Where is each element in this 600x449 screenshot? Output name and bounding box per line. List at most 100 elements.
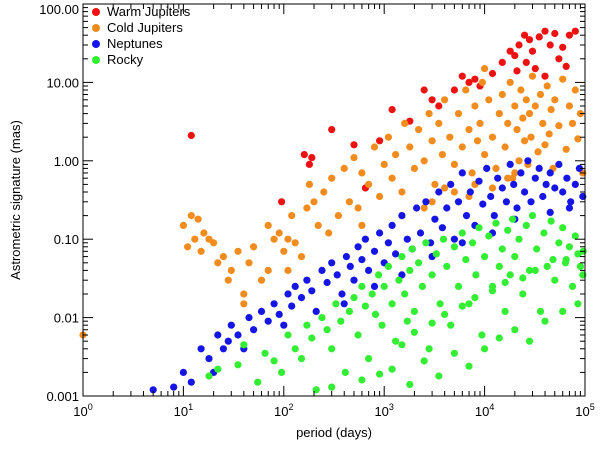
data-point (365, 180, 373, 188)
data-point (194, 215, 202, 223)
data-point (245, 259, 253, 267)
data-point (555, 160, 563, 168)
data-point (559, 43, 567, 51)
data-point (481, 253, 489, 261)
data-point (227, 321, 235, 329)
data-point (521, 188, 529, 196)
data-point (376, 229, 384, 237)
data-point (395, 276, 403, 284)
data-point (510, 180, 518, 188)
data-point (284, 235, 292, 243)
data-point (543, 82, 551, 90)
data-point (441, 96, 449, 104)
data-point (541, 141, 549, 149)
data-point (515, 157, 523, 165)
data-point (275, 310, 283, 318)
data-point (438, 224, 446, 232)
data-point (571, 232, 579, 240)
data-point (425, 110, 433, 118)
data-point (543, 262, 551, 270)
data-point (428, 319, 436, 327)
data-point (565, 204, 574, 212)
data-point (528, 212, 537, 220)
data-point (563, 174, 571, 182)
data-point (297, 294, 306, 302)
data-point (525, 266, 534, 274)
data-point (370, 247, 379, 255)
legend-marker (92, 56, 100, 64)
data-point (187, 131, 195, 140)
data-point (350, 154, 358, 162)
data-point (519, 274, 527, 282)
data-point (565, 31, 574, 39)
data-point (323, 278, 331, 287)
data-point (254, 378, 262, 386)
data-point (506, 78, 514, 86)
data-point (549, 256, 557, 264)
x-tick-label: 103 (374, 402, 393, 419)
data-point (257, 307, 266, 315)
data-point (435, 188, 443, 196)
data-point (492, 219, 500, 227)
data-point (546, 208, 554, 216)
data-point (515, 41, 523, 49)
data-point (401, 290, 409, 298)
data-point (234, 247, 242, 255)
data-point (408, 245, 416, 253)
data-point (264, 317, 272, 325)
data-point (504, 119, 512, 127)
data-point (504, 174, 512, 182)
data-point (458, 143, 466, 151)
data-point (565, 243, 574, 251)
data-point (342, 253, 350, 261)
data-point (403, 317, 411, 325)
data-point (280, 247, 288, 255)
data-point (458, 302, 466, 310)
data-point (415, 259, 423, 267)
data-point (465, 78, 473, 86)
data-point (481, 65, 489, 73)
data-point (187, 378, 195, 386)
data-point (450, 235, 458, 243)
data-point (303, 276, 311, 284)
data-point (521, 31, 529, 39)
data-point (559, 307, 567, 315)
data-point (488, 184, 497, 192)
data-point (576, 262, 585, 270)
data-point (565, 102, 574, 110)
plot-frame (82, 3, 586, 397)
data-point (458, 239, 466, 247)
data-point (406, 266, 414, 274)
data-point (205, 355, 213, 363)
data-point (447, 321, 455, 329)
data-point (502, 198, 510, 206)
data-point (475, 177, 483, 185)
data-point (250, 326, 258, 334)
data-point (441, 310, 449, 318)
data-point (358, 376, 366, 384)
data-point (515, 235, 523, 243)
data-point (270, 300, 278, 308)
data-point (303, 204, 311, 212)
data-point (312, 307, 320, 315)
data-point (498, 90, 506, 99)
data-point (471, 102, 479, 110)
data-point (481, 151, 489, 159)
data-point (358, 169, 366, 177)
data-point (284, 331, 292, 339)
data-point (501, 307, 509, 315)
data-point (462, 256, 470, 264)
data-point (297, 253, 306, 261)
legend-marker (92, 40, 100, 48)
data-point (422, 198, 430, 206)
data-point (303, 321, 311, 329)
data-point (398, 271, 406, 279)
data-point (278, 368, 286, 376)
data-point (539, 192, 547, 201)
data-point (245, 314, 253, 322)
data-point (522, 221, 530, 229)
data-point (428, 271, 436, 279)
data-point (511, 326, 519, 334)
data-point (200, 229, 208, 237)
